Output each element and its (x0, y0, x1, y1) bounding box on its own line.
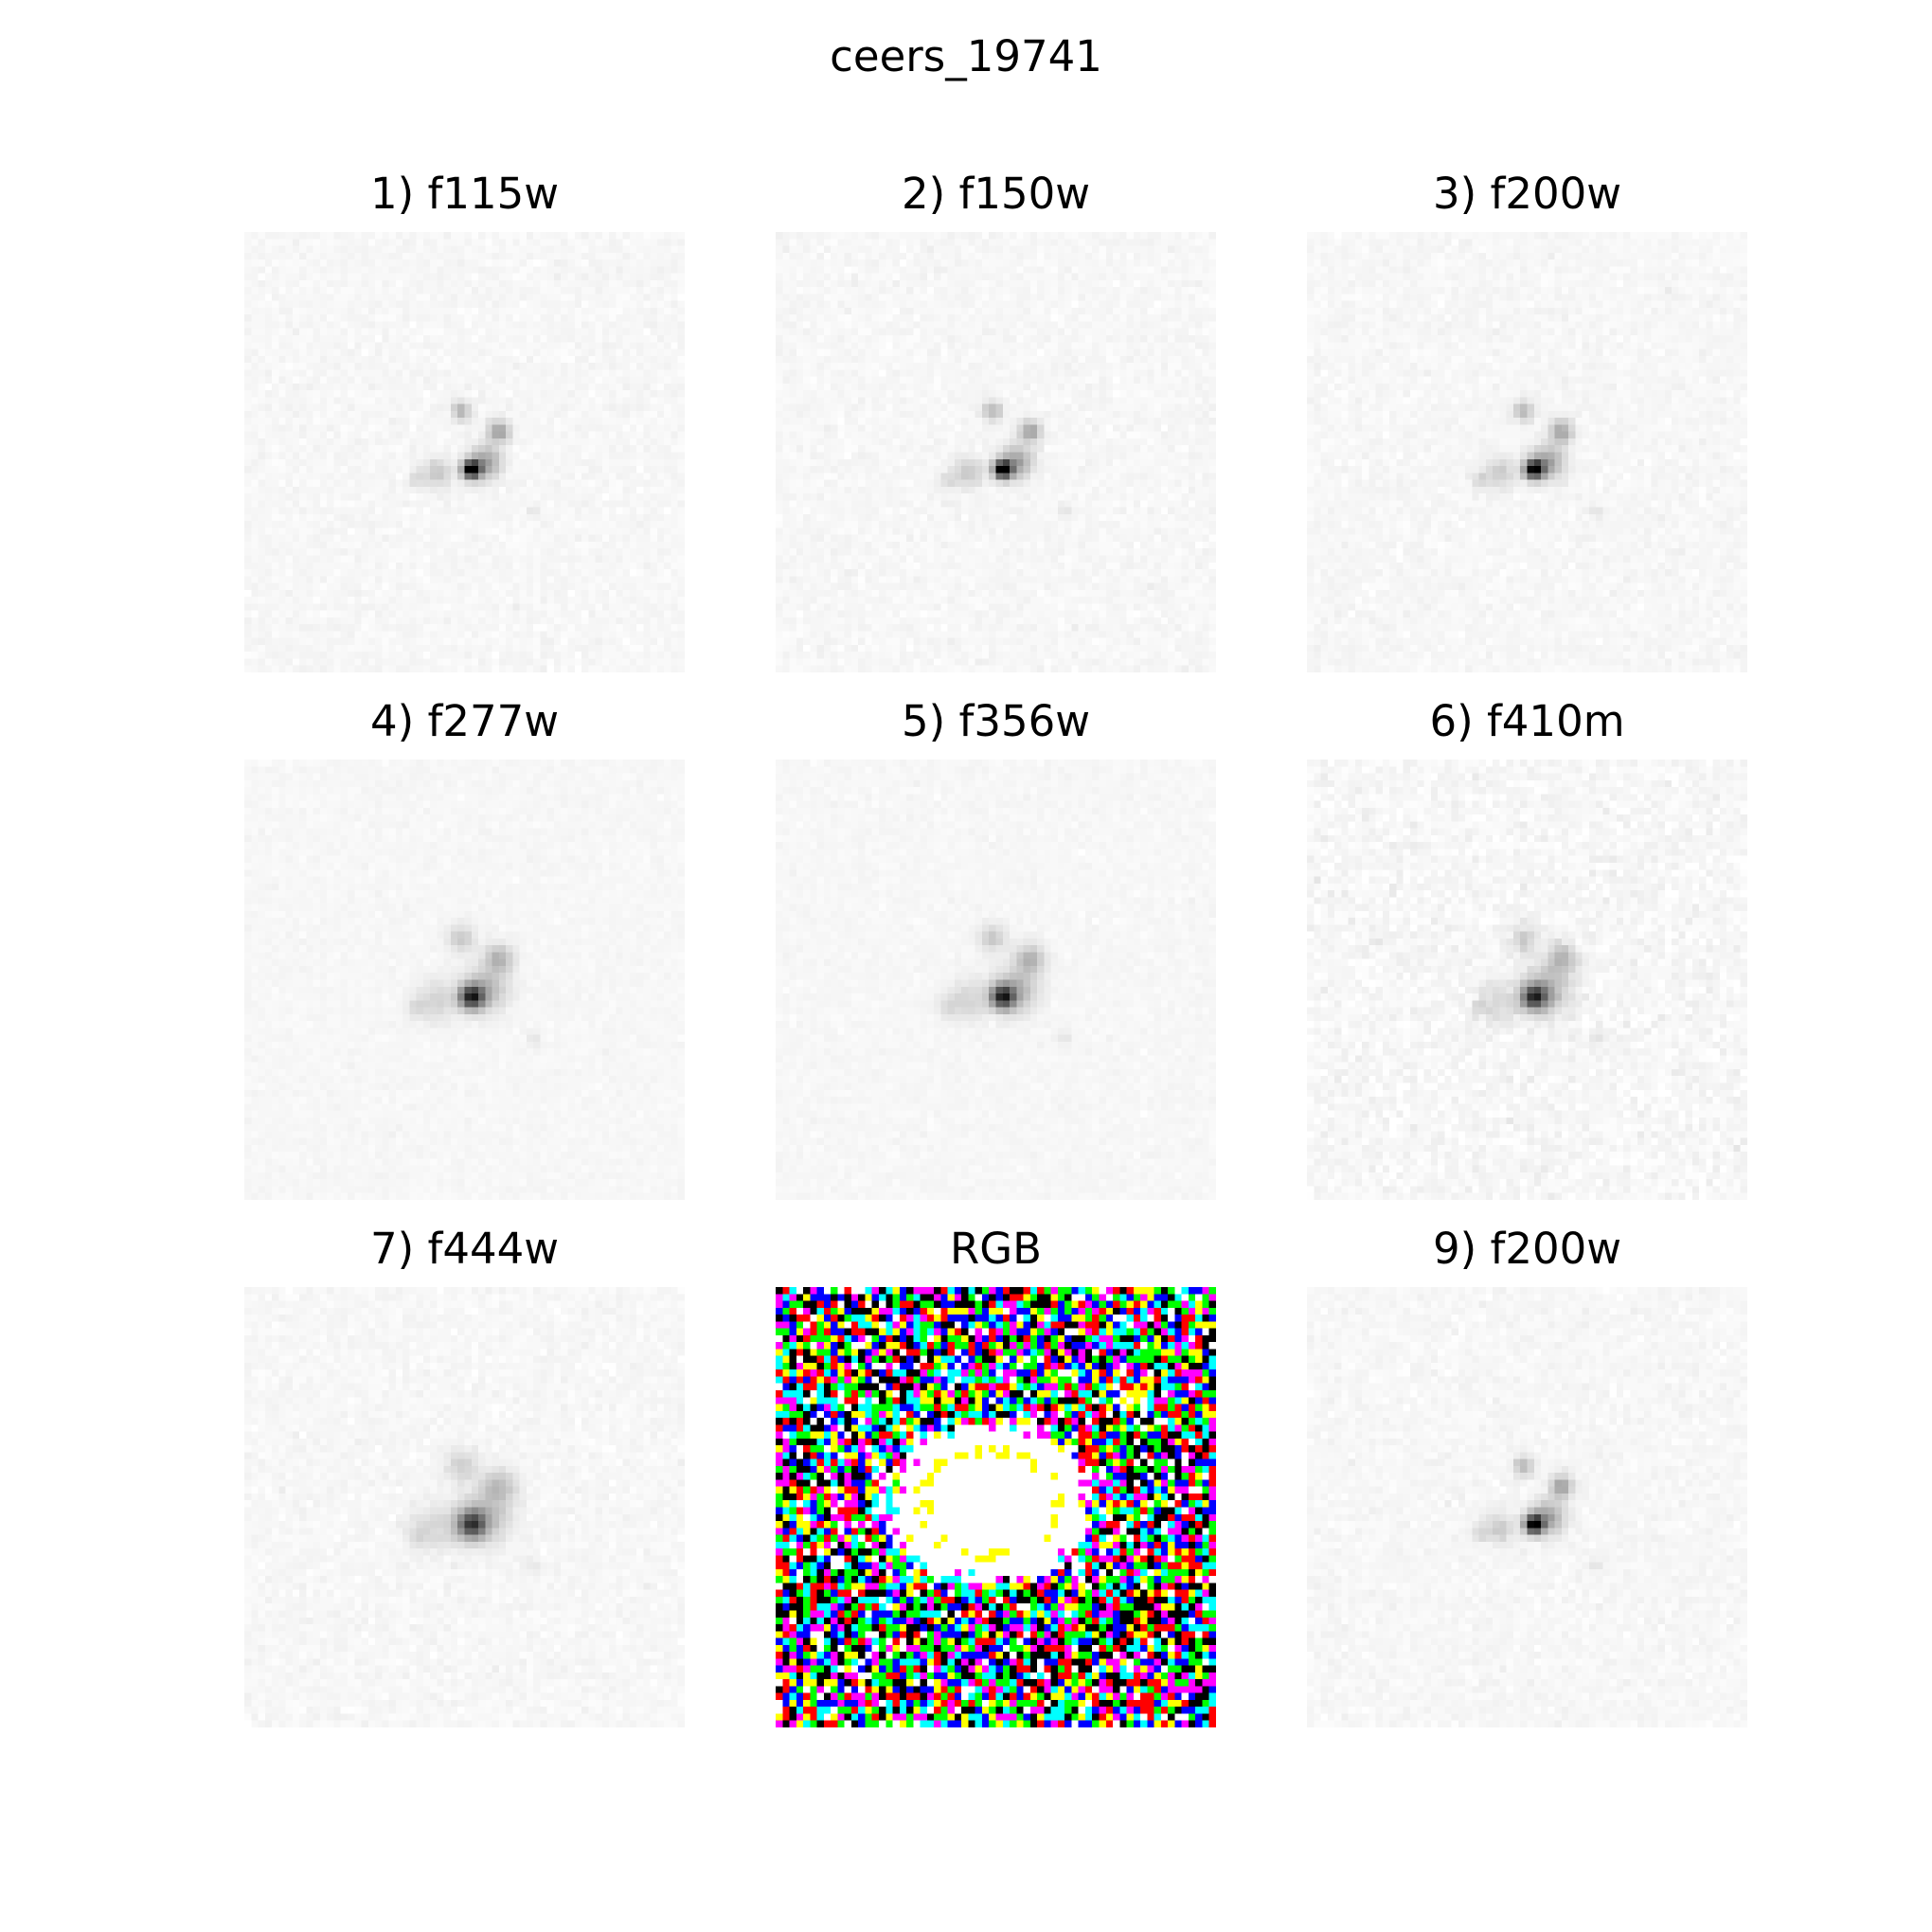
panel-image-f150w (776, 232, 1216, 672)
panel-title: 1) f115w (369, 169, 560, 219)
panel-image-f115w (244, 232, 685, 672)
panel-image-f277w (244, 760, 685, 1200)
panel-title: 3) f200w (1432, 169, 1622, 219)
panel-title: 6) f410m (1429, 696, 1625, 746)
panel-image-f356w (776, 760, 1216, 1200)
panel-title: 9) f200w (1432, 1224, 1622, 1274)
panel-title: 5) f356w (901, 696, 1091, 746)
panel-image-rgb (776, 1287, 1216, 1727)
panel-title: 2) f150w (901, 169, 1091, 219)
panel-image-f444w (244, 1287, 685, 1727)
panel-title: 7) f444w (369, 1224, 560, 1274)
panel-image-f200w (1307, 232, 1747, 672)
panel-title: RGB (949, 1224, 1042, 1274)
panel-image-f410m (1307, 760, 1747, 1200)
panel-image-f200w-repeat (1307, 1287, 1747, 1727)
panel-title: 4) f277w (369, 696, 560, 746)
figure-title: ceers_19741 (830, 31, 1102, 81)
